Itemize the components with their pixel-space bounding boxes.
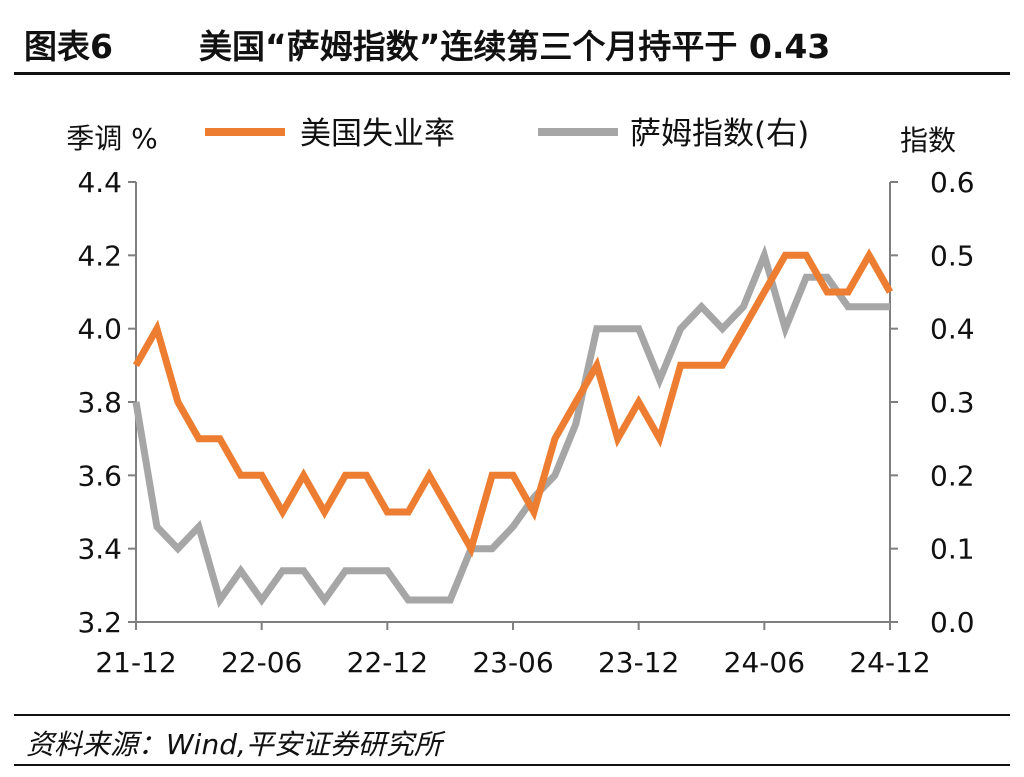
line-chart: 3.2 3.4 3.6 3.8 4.0 4.2 4.4 0.0 0.1 0.2 0.3 0.4 0.5 0…: [66, 116, 974, 679]
right-axis-tick-label: 0.6: [930, 166, 975, 199]
source-footer: 资料来源：Wind,平安证券研究所: [14, 714, 1010, 766]
figure-number: 图表6: [24, 27, 113, 66]
series-line-unemployment-rate: [132, 248, 894, 558]
left-axis-unit: 季调 %: [66, 122, 158, 155]
series-line-sahm-index: [132, 244, 890, 608]
legend-label-unemployment-rate: 美国失业率: [300, 116, 455, 152]
left-axis-tick-label: 3.8: [77, 386, 122, 419]
left-axis-tick-label: 4.4: [77, 166, 122, 199]
right-axis-tick-label: 0.4: [930, 313, 975, 346]
right-axis-unit: 指数: [900, 124, 956, 157]
chart-axes: 3.2 3.4 3.6 3.8 4.0 4.2 4.4 0.0 0.1 0.2 0.3 0.4 0.5 0…: [66, 122, 974, 679]
x-axis-tick-label: 21-12: [95, 646, 176, 679]
chart-legend: 美国失业率 萨姆指数(右): [205, 116, 809, 152]
right-axis-tick-label: 0.0: [930, 606, 975, 639]
legend-label-sahm-index: 萨姆指数(右): [630, 116, 809, 152]
right-axis-tick-label: 0.2: [930, 459, 975, 492]
left-axis-tick-label: 4.2: [77, 239, 122, 272]
x-axis-tick-label: 24-06: [724, 646, 805, 679]
x-axis-tick-label: 22-06: [221, 646, 302, 679]
right-axis-tick-label: 0.3: [930, 386, 975, 419]
x-axis-tick-label: 24-12: [849, 646, 930, 679]
x-axis-tick-label: 23-12: [598, 646, 679, 679]
left-axis-tick-label: 3.4: [77, 533, 122, 566]
figure-title: 美国“萨姆指数”连续第三个月持平于 0.43: [199, 27, 831, 66]
source-note: 资料来源：Wind,平安证券研究所: [26, 728, 442, 761]
right-axis-tick-label: 0.1: [930, 533, 975, 566]
left-axis-tick-label: 3.2: [77, 606, 122, 639]
chart-series: [132, 244, 894, 608]
x-axis-tick-label: 23-06: [472, 646, 553, 679]
left-axis-tick-label: 4.0: [77, 313, 122, 346]
right-axis-tick-label: 0.5: [930, 239, 975, 272]
left-axis-tick-label: 3.6: [77, 459, 122, 492]
x-axis-tick-label: 22-12: [347, 646, 428, 679]
figure-header: 图表6 美国“萨姆指数”连续第三个月持平于 0.43: [14, 0, 1010, 75]
